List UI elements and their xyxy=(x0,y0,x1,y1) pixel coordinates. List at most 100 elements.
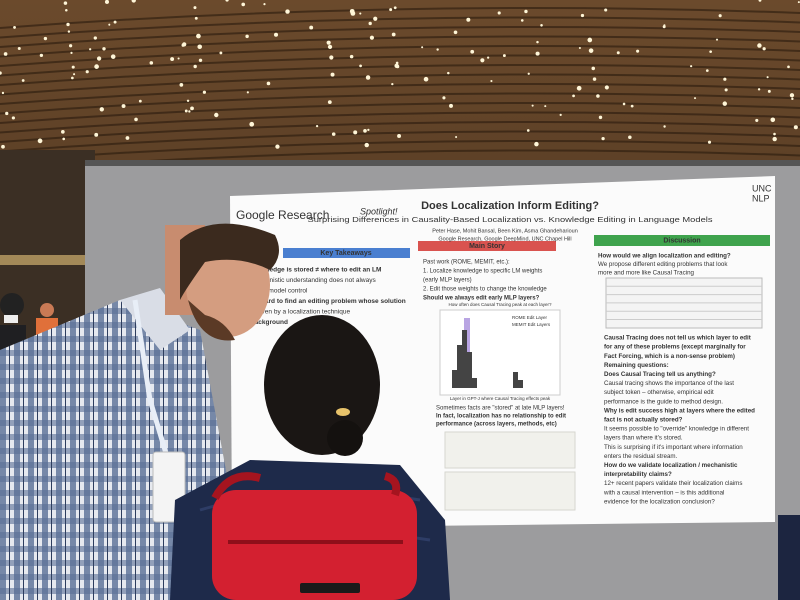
light xyxy=(196,33,201,39)
light xyxy=(17,47,21,51)
light xyxy=(622,102,626,106)
light xyxy=(197,44,203,50)
light xyxy=(766,76,769,79)
poster-line: more and more like Causal Tracing xyxy=(598,270,695,277)
light xyxy=(588,48,594,53)
light xyxy=(1,144,5,149)
light xyxy=(423,76,429,82)
light xyxy=(758,0,762,2)
light xyxy=(202,90,207,94)
light xyxy=(497,11,501,15)
light xyxy=(755,118,759,122)
light xyxy=(93,36,97,40)
light xyxy=(71,65,75,69)
light xyxy=(367,128,370,132)
light xyxy=(179,82,184,87)
light xyxy=(397,134,402,138)
light xyxy=(0,71,2,75)
light xyxy=(540,24,543,27)
poster-line: performance is the guide to method desig… xyxy=(604,398,723,405)
light xyxy=(797,1,800,4)
light xyxy=(449,103,453,108)
woman xyxy=(170,315,450,600)
light xyxy=(71,76,74,80)
slat xyxy=(0,111,800,134)
light xyxy=(70,51,73,55)
poster-line: Remaining questions: xyxy=(604,362,669,369)
table-rows xyxy=(606,285,762,320)
light xyxy=(722,101,727,106)
poster-line: better model control xyxy=(250,288,308,295)
light xyxy=(395,64,400,69)
light xyxy=(149,61,154,65)
light xyxy=(125,136,130,140)
poster-line: Past work (ROME, MEMIT, etc.): xyxy=(423,260,510,266)
slat xyxy=(0,54,800,77)
poster-line: In fact, localization has no relationshi… xyxy=(436,414,566,420)
light xyxy=(723,77,727,81)
light xyxy=(61,130,65,134)
light xyxy=(442,96,446,100)
light xyxy=(391,32,396,37)
board-frame xyxy=(85,160,800,166)
poster-line: Does Causal Tracing tell us anything? xyxy=(604,371,716,378)
light xyxy=(94,64,99,69)
slat xyxy=(0,102,800,124)
chart-legend: MEMIT Edit Layers xyxy=(512,322,551,327)
light xyxy=(198,58,203,63)
ceiling-slats xyxy=(0,7,800,172)
poster-line: subject token – otherwise, empirical edi… xyxy=(604,389,714,396)
slat xyxy=(0,121,800,143)
light xyxy=(447,71,450,75)
light xyxy=(576,85,582,91)
light xyxy=(363,129,367,133)
light xyxy=(767,89,771,93)
light xyxy=(636,49,640,53)
slat xyxy=(0,130,800,153)
light xyxy=(527,72,530,75)
light xyxy=(365,75,371,80)
light xyxy=(110,54,116,59)
light xyxy=(559,113,562,116)
light xyxy=(587,37,593,43)
light xyxy=(43,36,48,41)
light xyxy=(630,104,634,108)
light xyxy=(39,53,44,58)
light xyxy=(330,72,335,77)
light xyxy=(13,25,16,29)
light xyxy=(102,47,106,51)
light xyxy=(273,32,279,37)
poster-line: Should we always edit early MLP layers? xyxy=(423,296,540,302)
light xyxy=(67,30,71,33)
poster-line: layers than where it's stored. xyxy=(604,435,683,442)
light xyxy=(349,54,354,59)
light xyxy=(604,85,609,90)
light xyxy=(421,46,424,49)
light xyxy=(131,0,136,3)
light xyxy=(534,141,539,147)
light xyxy=(502,54,506,58)
poster-line: This is surprising if it's important whe… xyxy=(604,444,743,451)
light xyxy=(395,61,399,65)
light xyxy=(591,66,596,71)
light xyxy=(536,40,539,44)
poster-line: Why is edit success high at layers where… xyxy=(604,407,755,414)
light xyxy=(453,30,458,35)
poster-line: is given by a localization technique xyxy=(250,309,350,316)
light xyxy=(368,21,372,26)
light xyxy=(69,44,73,48)
discussion-bar xyxy=(594,235,770,246)
slat xyxy=(0,45,800,67)
light xyxy=(791,97,794,101)
small-charts xyxy=(444,431,576,511)
light xyxy=(37,138,43,144)
light xyxy=(793,125,798,130)
light xyxy=(225,0,229,2)
light xyxy=(85,70,89,74)
light xyxy=(470,49,475,54)
light xyxy=(113,20,117,24)
light xyxy=(598,115,603,120)
light xyxy=(436,48,439,51)
light xyxy=(789,93,795,98)
